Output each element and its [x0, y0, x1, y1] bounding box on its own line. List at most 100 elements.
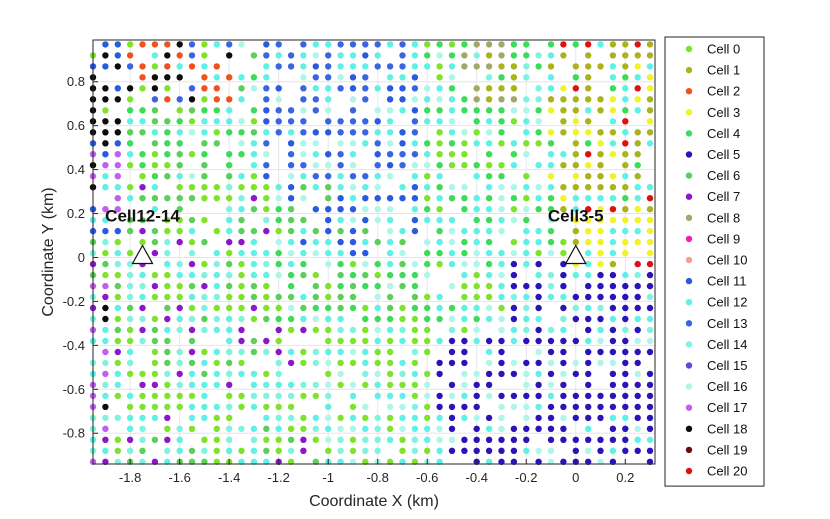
data-point — [424, 52, 431, 59]
data-point — [126, 326, 134, 334]
data-point — [436, 216, 443, 224]
data-point — [325, 337, 332, 345]
data-point — [300, 436, 307, 443]
data-point — [164, 249, 171, 257]
data-point — [300, 74, 307, 81]
data-point — [436, 260, 443, 268]
data-point — [646, 392, 654, 400]
data-point — [226, 162, 233, 169]
data-point — [238, 118, 245, 125]
data-point — [362, 41, 369, 48]
data-point — [325, 206, 332, 213]
data-point — [597, 392, 604, 400]
data-point — [287, 227, 295, 235]
data-point — [523, 447, 530, 454]
data-point — [362, 436, 369, 443]
data-point — [560, 206, 567, 213]
data-point — [114, 151, 122, 158]
data-point — [622, 348, 629, 356]
data-point — [634, 326, 641, 334]
data-point — [263, 348, 270, 356]
data-point — [498, 282, 505, 290]
data-point — [510, 140, 518, 147]
data-point — [362, 249, 369, 257]
data-point — [448, 249, 456, 257]
data-point — [473, 315, 480, 323]
data-point — [238, 392, 245, 400]
data-point — [473, 63, 480, 70]
data-point — [300, 184, 307, 191]
data-point — [597, 447, 604, 454]
data-point — [547, 52, 555, 59]
data-point — [585, 403, 592, 411]
data-point — [622, 271, 629, 279]
data-point — [585, 107, 592, 114]
data-point — [151, 52, 159, 59]
data-point — [213, 403, 220, 411]
data-point — [461, 238, 468, 246]
data-point — [585, 216, 592, 224]
data-point — [349, 436, 357, 443]
data-point — [411, 282, 419, 290]
data-point — [436, 41, 443, 48]
data-point — [386, 414, 394, 422]
data-point — [238, 282, 245, 290]
data-point — [349, 304, 357, 312]
data-point — [523, 206, 530, 213]
data-point — [263, 436, 270, 443]
data-point — [461, 392, 468, 400]
data-point — [114, 293, 122, 301]
data-point — [238, 41, 245, 48]
data-point — [411, 271, 419, 279]
data-point — [238, 304, 245, 312]
data-point — [646, 271, 654, 279]
data-point — [102, 293, 109, 301]
data-point — [597, 348, 604, 356]
data-point — [399, 414, 406, 422]
data-point — [349, 447, 357, 454]
data-point — [585, 140, 592, 147]
data-point — [485, 63, 493, 70]
data-point — [102, 425, 109, 432]
data-point — [461, 41, 468, 48]
data-point — [436, 293, 443, 301]
data-point — [634, 162, 641, 169]
data-point — [585, 414, 592, 422]
data-point — [436, 425, 443, 432]
data-point — [510, 118, 518, 125]
data-point — [622, 173, 629, 180]
data-point — [287, 260, 295, 268]
data-point — [523, 293, 530, 301]
data-point — [523, 184, 530, 191]
data-point — [362, 227, 369, 235]
data-point — [622, 436, 629, 443]
data-point — [213, 304, 220, 312]
data-point — [535, 348, 542, 356]
data-point — [287, 140, 295, 147]
data-point — [634, 271, 641, 279]
y-tick-label: -0.6 — [63, 382, 85, 397]
data-point — [238, 151, 245, 158]
data-point — [374, 85, 381, 92]
data-point — [126, 195, 134, 202]
data-point — [585, 151, 592, 158]
data-point — [597, 41, 604, 48]
data-point — [287, 107, 295, 114]
data-point — [151, 184, 159, 191]
data-point — [424, 184, 431, 191]
data-point — [164, 337, 171, 345]
data-point — [634, 370, 641, 378]
data-point — [399, 359, 406, 367]
data-point — [312, 359, 319, 367]
data-point — [213, 359, 220, 367]
data-point — [114, 41, 122, 48]
data-point — [523, 326, 530, 334]
data-point — [485, 227, 493, 235]
data-point — [609, 414, 617, 422]
legend-marker — [685, 383, 693, 390]
data-point — [585, 271, 592, 279]
data-point — [560, 293, 567, 301]
data-point — [461, 129, 468, 136]
data-point — [424, 293, 431, 301]
